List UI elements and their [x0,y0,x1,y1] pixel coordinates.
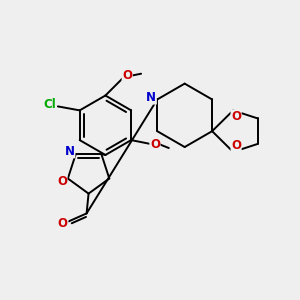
Text: O: O [231,110,241,123]
Text: O: O [122,69,132,82]
Text: Cl: Cl [44,98,56,111]
Text: O: O [58,217,68,230]
Text: O: O [57,175,67,188]
Text: O: O [150,138,160,151]
Text: O: O [231,140,241,152]
Text: N: N [146,91,156,104]
Text: N: N [65,145,75,158]
